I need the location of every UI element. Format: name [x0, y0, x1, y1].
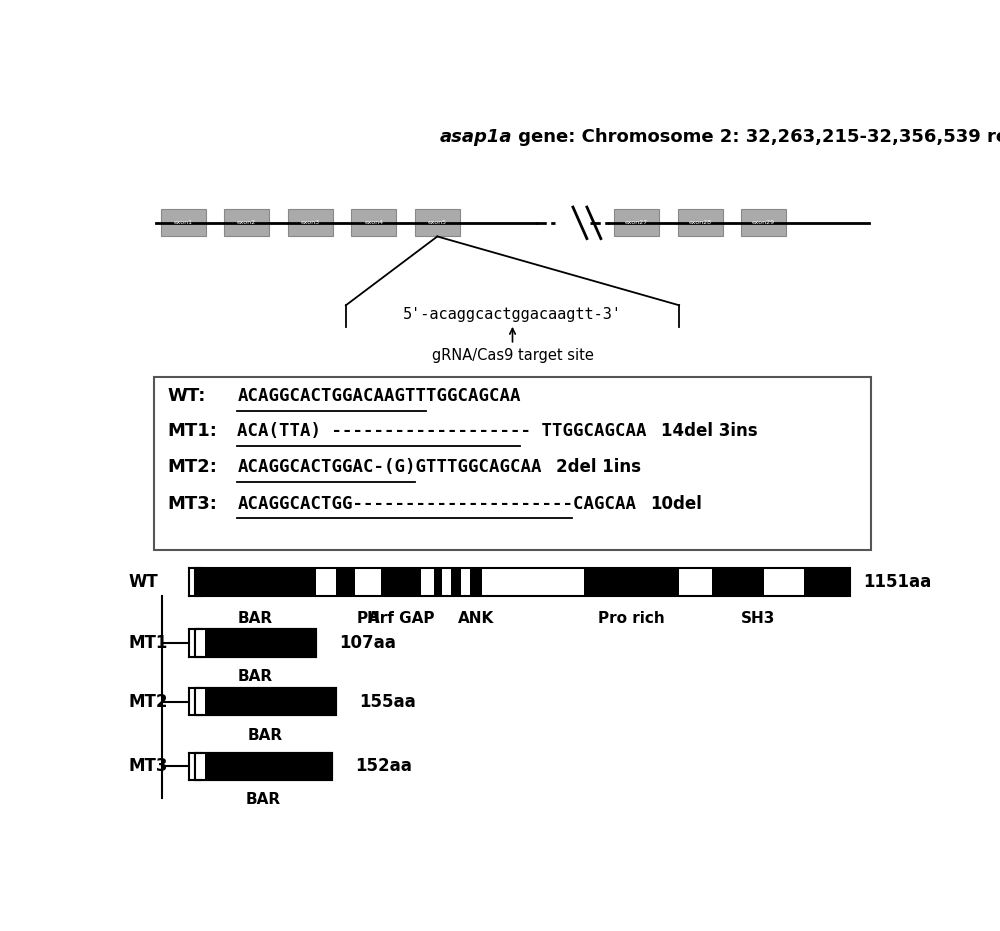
FancyBboxPatch shape: [224, 209, 269, 236]
Bar: [421, 568, 434, 596]
FancyBboxPatch shape: [678, 209, 723, 236]
Text: ACAGGCACTGG---------------------CAGCAA: ACAGGCACTGG---------------------CAGCAA: [237, 495, 636, 513]
Bar: [764, 568, 804, 596]
Text: BAR: BAR: [246, 792, 281, 807]
Text: MT2: MT2: [129, 693, 168, 710]
Text: 2del 1ins: 2del 1ins: [556, 458, 641, 477]
Bar: [195, 752, 332, 780]
FancyBboxPatch shape: [351, 209, 396, 236]
Text: BAR: BAR: [248, 728, 283, 743]
Text: 152aa: 152aa: [356, 757, 412, 776]
Text: BAR: BAR: [238, 611, 273, 626]
Text: MT3: MT3: [129, 757, 168, 776]
Bar: [336, 568, 355, 596]
Bar: [470, 568, 482, 596]
Text: 14del 3ins: 14del 3ins: [661, 423, 758, 440]
Bar: [712, 568, 764, 596]
Text: 5'-acaggcactggacaagtt-3': 5'-acaggcactggacaagtt-3': [403, 307, 622, 322]
Text: MT1:: MT1:: [168, 423, 218, 440]
Text: PH: PH: [356, 611, 380, 626]
Text: exon2: exon2: [237, 221, 256, 225]
Text: exon3: exon3: [301, 221, 320, 225]
Bar: [195, 568, 850, 596]
Bar: [584, 568, 679, 596]
Text: exon28: exon28: [689, 221, 712, 225]
Bar: [195, 688, 336, 715]
Text: MT1: MT1: [129, 634, 168, 652]
FancyBboxPatch shape: [614, 209, 659, 236]
Bar: [195, 629, 205, 656]
Bar: [195, 568, 316, 596]
Bar: [451, 568, 461, 596]
Bar: [482, 568, 584, 596]
Bar: [316, 568, 336, 596]
Bar: [461, 568, 470, 596]
Bar: [195, 629, 316, 656]
Text: gene: Chromosome 2: 32,263,215-32,356,539 reverse strand: gene: Chromosome 2: 32,263,215-32,356,53…: [512, 128, 1000, 146]
Text: asap1a: asap1a: [440, 128, 512, 146]
Bar: [355, 568, 381, 596]
Bar: [195, 688, 336, 715]
Text: MT3:: MT3:: [168, 495, 218, 513]
Bar: [195, 752, 205, 780]
Text: BAR: BAR: [238, 669, 273, 684]
FancyBboxPatch shape: [288, 209, 333, 236]
Text: Arf GAP: Arf GAP: [368, 611, 434, 626]
Text: WT:: WT:: [168, 387, 206, 405]
Text: ACAGGCACTGGAC-(G)GTTTGGCAGCAA: ACAGGCACTGGAC-(G)GTTTGGCAGCAA: [237, 458, 542, 477]
Text: 10del: 10del: [650, 495, 702, 513]
Text: Pro rich: Pro rich: [598, 611, 665, 626]
FancyBboxPatch shape: [415, 209, 460, 236]
Text: ACAGGCACTGGACAAGTTTGGCAGCAA: ACAGGCACTGGACAAGTTTGGCAGCAA: [237, 387, 521, 405]
FancyBboxPatch shape: [741, 209, 786, 236]
Bar: [434, 568, 442, 596]
Text: MT2:: MT2:: [168, 458, 218, 477]
Text: SH3: SH3: [741, 611, 775, 626]
Text: exon1: exon1: [174, 221, 193, 225]
Bar: [442, 568, 451, 596]
Text: ACA(TTA) ------------------- TTGGCAGCAA: ACA(TTA) ------------------- TTGGCAGCAA: [237, 423, 647, 440]
Bar: [381, 568, 421, 596]
Text: 1151aa: 1151aa: [864, 573, 932, 591]
Bar: [154, 377, 871, 550]
Text: exon29: exon29: [752, 221, 775, 225]
Text: exon4: exon4: [364, 221, 383, 225]
Text: exon27: exon27: [625, 221, 648, 225]
Bar: [195, 752, 332, 780]
Bar: [679, 568, 712, 596]
Text: gRNA/Cas9 target site: gRNA/Cas9 target site: [432, 348, 593, 363]
Bar: [195, 688, 205, 715]
Bar: [195, 629, 316, 656]
Text: WT: WT: [129, 573, 159, 591]
Text: ANK: ANK: [458, 611, 494, 626]
Text: 107aa: 107aa: [339, 634, 396, 652]
Bar: [804, 568, 850, 596]
FancyBboxPatch shape: [161, 209, 206, 236]
Text: exon5: exon5: [428, 221, 447, 225]
Text: 155aa: 155aa: [359, 693, 416, 710]
